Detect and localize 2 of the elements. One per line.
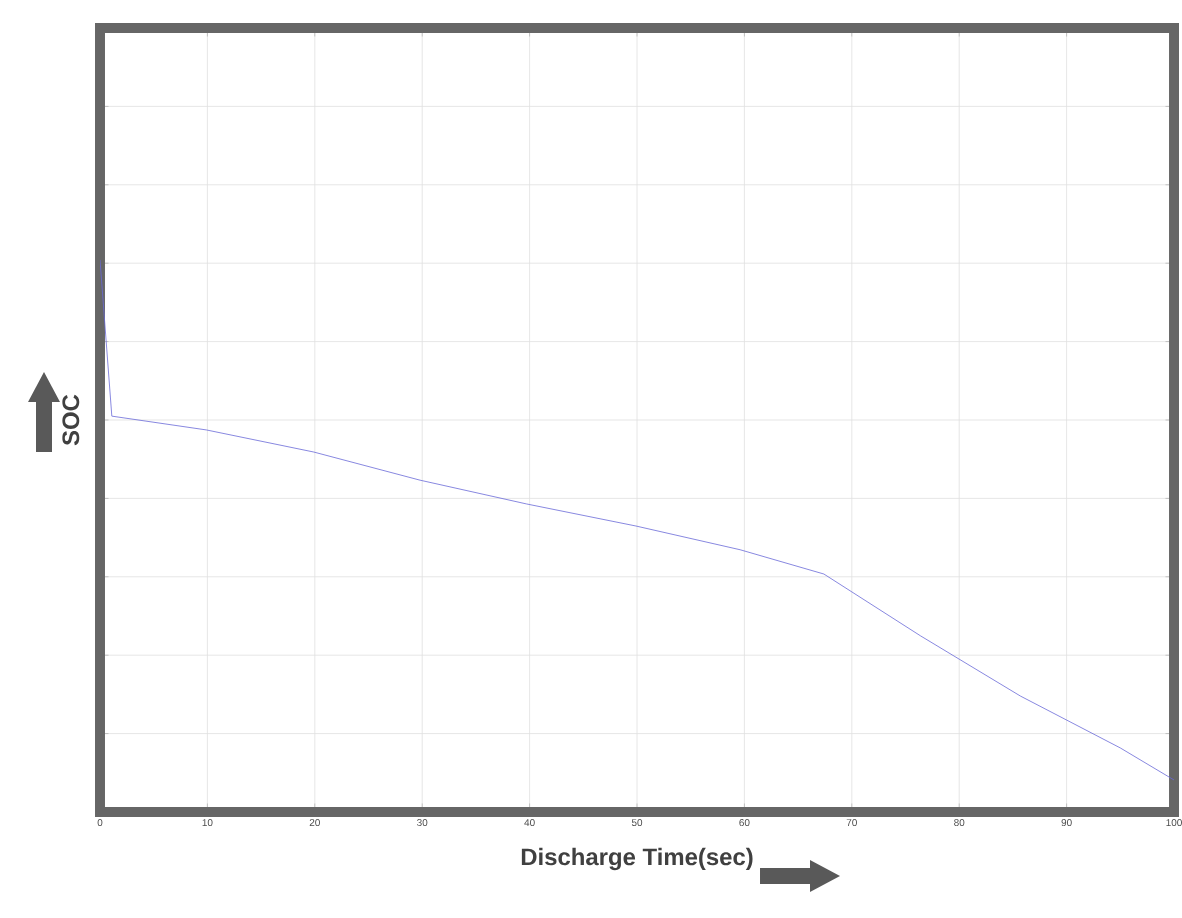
x-axis-title: Discharge Time(sec) (521, 847, 753, 871)
y-axis-title: SOC (62, 394, 80, 446)
